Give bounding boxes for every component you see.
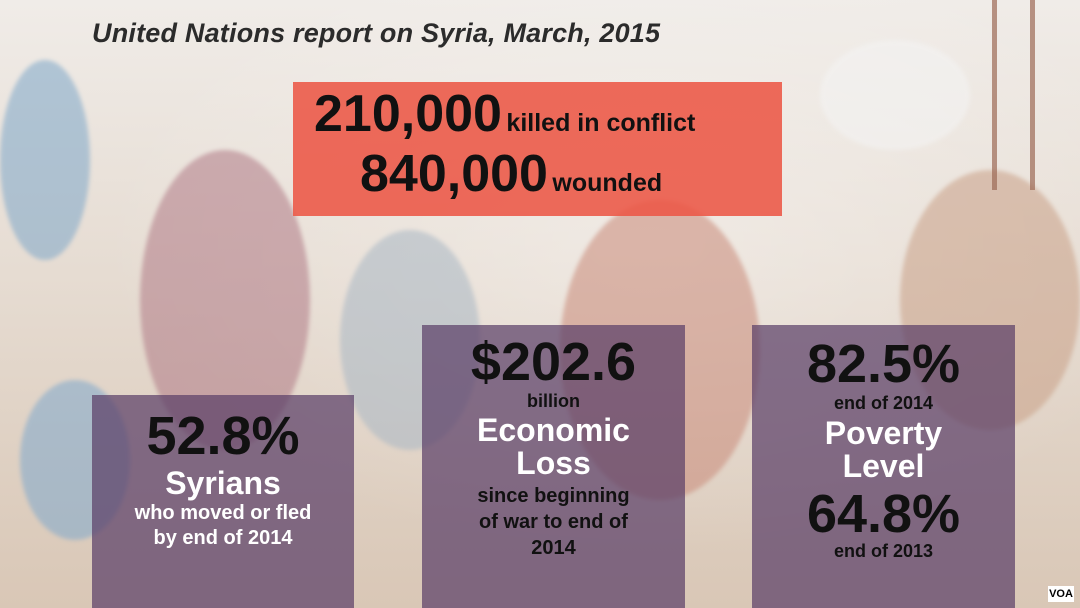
poverty-value-2014: 82.5% bbox=[806, 334, 961, 394]
displaced-value: 52.8% bbox=[146, 406, 300, 466]
wounded-row: 840,000 wounded bbox=[360, 148, 662, 200]
wounded-label: wounded bbox=[552, 169, 663, 197]
killed-number: 210,000 bbox=[314, 85, 502, 143]
displaced-line2: by end of 2014 bbox=[153, 527, 293, 549]
displaced-line1: who moved or fled bbox=[134, 502, 312, 524]
background-figure bbox=[0, 60, 90, 260]
background-ladder bbox=[1030, 0, 1035, 190]
poverty-label-2014: end of 2014 bbox=[833, 393, 934, 413]
economic-line2: of war to end of bbox=[479, 511, 628, 533]
economic-line1: since beginning bbox=[477, 485, 630, 507]
wounded-number: 840,000 bbox=[360, 145, 548, 203]
economic-panel: $202.6 billion Economic Loss since begin… bbox=[422, 325, 685, 608]
background-ladder bbox=[992, 0, 997, 190]
casualties-panel: 210,000 killed in conflict 840,000 wound… bbox=[293, 82, 782, 216]
economic-heading2: Loss bbox=[516, 445, 591, 481]
economic-line3: 2014 bbox=[531, 537, 576, 559]
background-figure bbox=[820, 40, 970, 150]
voa-logo: VOA bbox=[1048, 586, 1074, 602]
displaced-heading: Syrians bbox=[165, 465, 281, 501]
killed-row: 210,000 killed in conflict bbox=[314, 88, 695, 140]
poverty-heading1: Poverty bbox=[824, 415, 943, 451]
page-title: United Nations report on Syria, March, 2… bbox=[92, 18, 661, 48]
poverty-label-2013: end of 2013 bbox=[833, 541, 934, 561]
displaced-panel: 52.8% Syrians who moved or fled by end o… bbox=[92, 395, 354, 608]
poverty-heading2: Level bbox=[842, 448, 925, 484]
poverty-panel: 82.5% end of 2014 Poverty Level 64.8% en… bbox=[752, 325, 1015, 608]
poverty-value-2013: 64.8% bbox=[806, 484, 961, 544]
economic-heading1: Economic bbox=[477, 412, 630, 448]
killed-label: killed in conflict bbox=[506, 109, 696, 137]
economic-value: $202.6 bbox=[470, 332, 637, 392]
economic-unit: billion bbox=[527, 391, 580, 411]
